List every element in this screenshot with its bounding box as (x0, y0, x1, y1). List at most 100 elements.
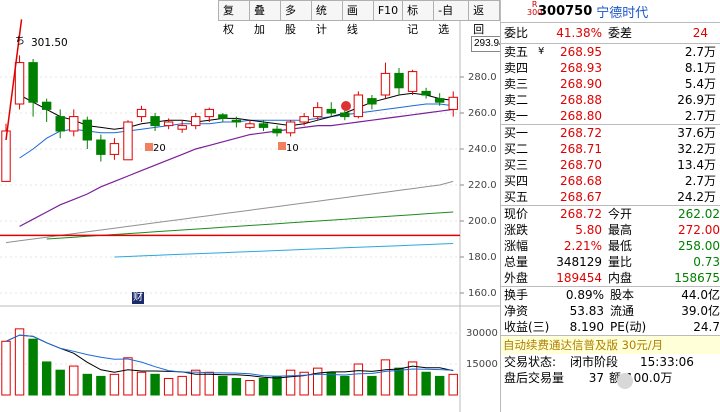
dividend-marker-icon (341, 101, 351, 111)
ask-label: 卖三 (504, 77, 529, 91)
event-marker-icon (145, 143, 153, 151)
volume-bar (434, 375, 445, 396)
y-tick-label: 160.0 (468, 288, 497, 299)
volume-bar (326, 371, 336, 396)
ask-row[interactable]: 卖一 268.80 2.7万 (501, 108, 720, 124)
mark-button[interactable]: 标记 (403, 0, 435, 36)
bid-row[interactable]: 买二 268.71 32.2万 (501, 141, 720, 157)
candle-body (177, 125, 187, 130)
candle-body (394, 72, 404, 89)
stat-row: 总量 348129 量比 0.73 (501, 254, 720, 270)
stat-label: 现价 (504, 207, 529, 221)
y-tick-label: 260.0 (468, 108, 497, 119)
bid-volume: 13.4万 (677, 158, 716, 172)
candle-body (82, 119, 93, 141)
candle-body (191, 116, 201, 127)
ask-row[interactable]: 卖二 268.88 26.9万 (501, 92, 720, 108)
volume-chart[interactable]: 30000 15000 (0, 305, 500, 412)
ask-price: 268.88 (560, 93, 602, 107)
volume-bar (407, 361, 418, 396)
ask-row[interactable]: 卖四 268.93 8.1万 (501, 60, 720, 76)
volume-tick-label: 15000 (466, 359, 498, 370)
volume-bar (231, 377, 242, 396)
fuquan-button[interactable]: 复权 (218, 0, 250, 36)
bid-row[interactable]: 买五 268.67 24.2万 (501, 189, 720, 205)
volume-bar (299, 371, 309, 396)
fundamental-value: 53.83 (569, 304, 604, 318)
after-hours-label: 盘后交易量 (504, 371, 565, 385)
subscription-notice[interactable]: 自动续费通达信普及版 30元/月 (501, 336, 720, 354)
weicha-label: 委差 (608, 26, 633, 40)
y-tick-label: 220.0 (468, 180, 497, 191)
bid-volume: 37.6万 (677, 126, 716, 140)
candle-body (326, 108, 336, 114)
volume-bar (55, 369, 65, 396)
volume-bar (136, 371, 147, 396)
ask-row[interactable]: 卖三 268.90 5.4万 (501, 76, 720, 92)
fundamental-row: 净资 53.83 流通 39.0亿 (501, 303, 720, 319)
y-tick-label: 240.0 (468, 144, 497, 155)
bid-price: 268.68 (560, 174, 602, 188)
ask-mark: ¥ (538, 46, 545, 57)
bid-row[interactable]: 买三 268.70 13.4万 (501, 157, 720, 173)
candle-body (434, 98, 445, 103)
volume-bar (204, 371, 214, 396)
remove-watchlist-button[interactable]: -自选 (434, 0, 470, 36)
ask-label: 卖二 (504, 93, 529, 107)
stock-name[interactable]: 宁德时代 (596, 5, 649, 21)
volume-bar (177, 375, 187, 396)
fundamental-value: 24.7 (693, 320, 720, 334)
stock-code: 300750 (538, 3, 593, 19)
volume-bar (96, 375, 106, 396)
status-value: 闭市阶段 (570, 355, 619, 369)
statistics-button[interactable]: 统计 (311, 0, 343, 36)
f10-button[interactable]: F10 (373, 0, 404, 21)
bid-row[interactable]: 买四 268.68 2.7万 (501, 173, 720, 189)
marker-label: 20 (153, 143, 166, 154)
draw-line-button[interactable]: 画线 (342, 0, 374, 36)
order-ratio-row: 委比 41.38% 委差 24 (501, 23, 720, 44)
stat-value: 5.80 (575, 223, 602, 237)
back-button[interactable]: 返回 (469, 0, 500, 36)
multi-stock-button[interactable]: 多股 (280, 0, 312, 36)
ask-price: 268.93 (560, 61, 602, 75)
stat-value: 268.72 (560, 207, 602, 221)
kline-chart[interactable]: 280.0 260.0 240.0 220.0 200.0 180.0 160.0 ち 301.… (0, 0, 500, 305)
finance-badge[interactable]: 财 (132, 292, 144, 304)
candle-body (41, 101, 52, 110)
overlay-button[interactable]: 叠加 (249, 0, 281, 36)
volume-bar (1, 340, 11, 396)
volume-bar (448, 373, 458, 396)
volume-bar (150, 373, 160, 396)
volume-bar (367, 375, 377, 396)
price-stats: 现价 268.72 今开 262.02 涨跌 5.80 最高 272.00 涨幅 2.21% 最低 2… (501, 206, 720, 287)
candle-body (28, 62, 38, 103)
bid-label: 买五 (504, 190, 529, 204)
bid-label: 买一 (504, 126, 529, 140)
ask-row[interactable]: 卖五 ¥268.95 2.7万 (501, 44, 720, 60)
volume-bar (191, 369, 201, 396)
volume-bar (394, 367, 404, 396)
kline-chart-area[interactable]: 280.0 260.0 240.0 220.0 200.0 180.0 160.0 ち 301.… (0, 0, 500, 412)
candle-body (258, 123, 269, 128)
bid-price: 268.72 (560, 126, 602, 140)
volume-bar (285, 369, 296, 396)
stat-label: 总量 (504, 255, 529, 269)
quote-panel: R 300 300750 宁德时代 委比 41.38% 委差 24 卖五 ¥268.… (500, 0, 720, 412)
stat-value: 2.21% (563, 239, 602, 253)
candle-body (163, 121, 174, 127)
fundamental-value: 0.89% (565, 288, 604, 302)
ask-label: 卖一 (504, 109, 529, 123)
chart-toolbar: 复权 叠加 多股 统计 画线 F10 标记 -自选 返回 (218, 0, 500, 36)
volume-bar (218, 375, 228, 396)
fundamental-label: 股本 (610, 288, 635, 302)
candle-body (367, 98, 377, 105)
ask-mark (538, 92, 548, 108)
stat-value: 0.73 (693, 255, 720, 269)
volume-bar (245, 380, 255, 396)
status-label: 交易状态: (504, 355, 557, 369)
bid-row[interactable]: 买一 268.72 37.6万 (501, 125, 720, 141)
fundamental-row: 换手 0.89% 股本 44.0亿 (501, 287, 720, 303)
candle-body (150, 116, 160, 127)
candle-body (299, 116, 309, 123)
